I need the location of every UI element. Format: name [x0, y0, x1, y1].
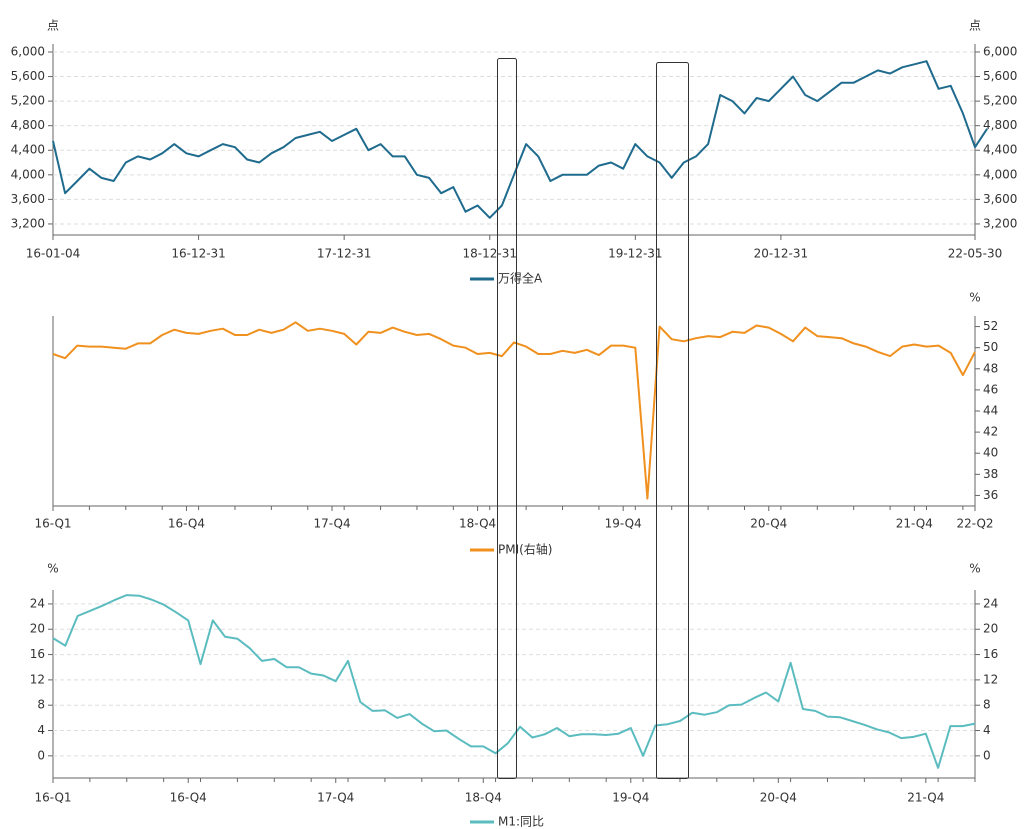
legend-label: 万得全A [498, 271, 543, 286]
x-tick-label: 16-Q1 [34, 791, 71, 805]
y2-tick-label: 50 [983, 340, 998, 354]
y2-tick-label: 52 [983, 319, 998, 333]
x-tick-label: 21-Q4 [907, 791, 944, 805]
legend-label: PMI(右轴) [498, 542, 553, 557]
x-tick-label: 19-Q4 [605, 517, 642, 531]
y2-tick-label: 40 [983, 446, 998, 460]
x-tick-label: 17-Q4 [313, 517, 350, 531]
y2-axis-label: % [969, 562, 980, 576]
x-tick-label: 18-Q4 [459, 517, 496, 531]
y-tick-label: 8 [37, 698, 45, 712]
highlight-box [497, 58, 517, 779]
x-tick-label: 16-Q4 [168, 517, 205, 531]
y-tick-label: 6,000 [11, 44, 45, 58]
y-tick-label: 0 [37, 748, 45, 762]
y-tick-label: 4 [37, 723, 45, 737]
legend-label: M1:同比 [498, 815, 544, 829]
y2-tick-label: 4,000 [983, 167, 1017, 181]
y2-axis-label: % [969, 291, 980, 305]
y-tick-label: 24 [30, 596, 45, 610]
y2-tick-label: 46 [983, 382, 998, 396]
x-tick-label: 17-Q4 [317, 791, 354, 805]
y2-axis-label: 点 [969, 19, 981, 33]
x-tick-label: 20-Q4 [760, 791, 797, 805]
x-tick-label: 21-Q4 [896, 517, 933, 531]
y2-tick-label: 4 [983, 723, 991, 737]
x-tick-label: 16-Q1 [34, 517, 71, 531]
y-axis-label: 点 [47, 19, 59, 33]
y2-tick-label: 16 [983, 647, 998, 661]
y2-tick-label: 3,200 [983, 216, 1017, 230]
y-tick-label: 3,200 [11, 216, 45, 230]
x-tick-label: 20-12-31 [754, 247, 808, 261]
x-tick-label: 22-05-30 [948, 247, 1002, 261]
y-tick-label: 4,800 [11, 118, 45, 132]
y2-tick-label: 5,600 [983, 69, 1017, 83]
y2-tick-label: 6,000 [983, 44, 1017, 58]
x-tick-label: 19-Q4 [612, 791, 649, 805]
y2-tick-label: 0 [983, 748, 991, 762]
y2-tick-label: 24 [983, 596, 998, 610]
y-tick-label: 4,000 [11, 167, 45, 181]
y2-tick-label: 36 [983, 488, 998, 502]
data-line [52, 594, 976, 769]
y2-tick-label: 44 [983, 404, 998, 418]
y-tick-label: 20 [30, 622, 45, 636]
y-tick-label: 5,600 [11, 69, 45, 83]
x-tick-label: 18-Q4 [465, 791, 502, 805]
y-tick-label: 4,400 [11, 143, 45, 157]
y2-tick-label: 42 [983, 425, 998, 439]
y-axis-label: % [47, 562, 58, 576]
y2-tick-label: 8 [983, 698, 991, 712]
x-tick-label: 16-12-31 [171, 247, 225, 261]
y-tick-label: 12 [30, 672, 45, 686]
y2-tick-label: 5,200 [983, 94, 1017, 108]
y2-tick-label: 3,600 [983, 192, 1017, 206]
y2-tick-label: 20 [983, 622, 998, 636]
y2-tick-label: 12 [983, 672, 998, 686]
y2-tick-label: 48 [983, 361, 998, 375]
highlight-box [656, 62, 689, 779]
x-tick-label: 20-Q4 [750, 517, 787, 531]
x-tick-label: 16-Q4 [170, 791, 207, 805]
y-tick-label: 5,200 [11, 94, 45, 108]
x-tick-label: 16-01-04 [26, 247, 80, 261]
y2-tick-label: 38 [983, 467, 998, 481]
x-tick-label: 22-Q2 [956, 517, 993, 531]
x-tick-label: 18-12-31 [463, 247, 517, 261]
x-tick-label: 19-12-31 [608, 247, 662, 261]
y-tick-label: 16 [30, 647, 45, 661]
data-line [52, 321, 976, 500]
y-tick-label: 3,600 [11, 192, 45, 206]
data-line [52, 60, 988, 219]
x-tick-label: 17-12-31 [317, 247, 371, 261]
y2-tick-label: 4,800 [983, 118, 1017, 132]
y2-tick-label: 4,400 [983, 143, 1017, 157]
